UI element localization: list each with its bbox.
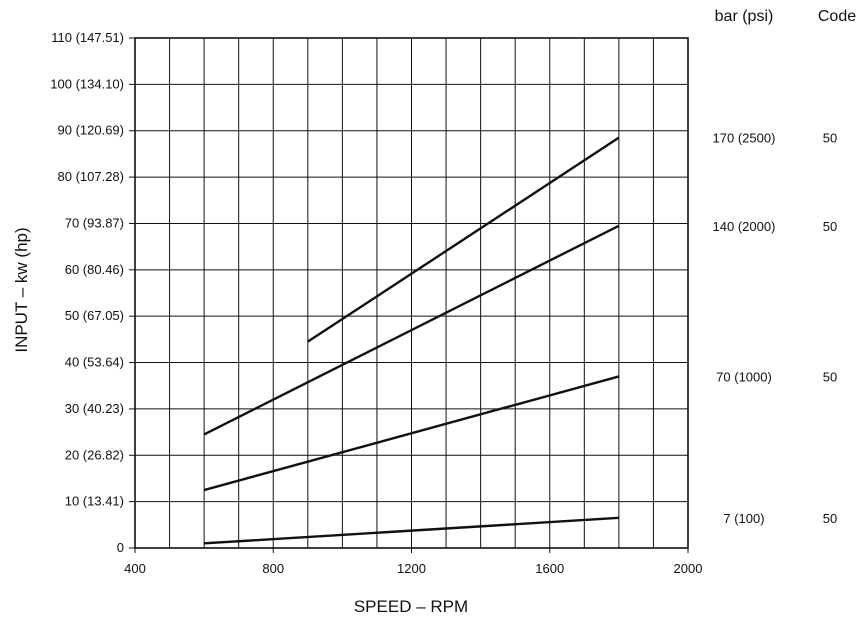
series-code-label: 50	[823, 131, 837, 146]
y-tick-label: 70 (93.87)	[65, 215, 124, 230]
series-code-label: 50	[823, 369, 837, 384]
y-tick-label: 50 (67.05)	[65, 308, 124, 323]
y-tick-label: 60 (80.46)	[65, 262, 124, 277]
y-tick-label: 110 (147.51)	[51, 30, 124, 45]
grid-lines	[135, 38, 688, 548]
y-tick-label: 10 (13.41)	[65, 494, 124, 509]
y-tick-label: 90 (120.69)	[58, 123, 125, 138]
series-line	[204, 516, 619, 545]
y-tick-label: 30 (40.23)	[65, 401, 124, 416]
y-tick-label: 0	[117, 540, 124, 555]
series-line	[203, 375, 620, 492]
x-tick-label: 1200	[397, 561, 426, 576]
y-tick-label: 20 (26.82)	[65, 447, 124, 462]
y-axis-title: INPUT – kw (hp)	[12, 227, 31, 352]
y-tick-labels: 0 10 (13.41) 20 (26.82) 30 (40.23) 40 (53.64…	[50, 30, 135, 555]
series-labels: 170 (2500) 50 140 (2000) 50 70 (1000) 50 7 (10…	[713, 131, 838, 526]
x-tick-labels: 400 800 1200 1600 2000	[124, 548, 702, 576]
y-tick-label: 100 (134.10)	[50, 76, 124, 91]
y-tick-label: 40 (53.64)	[65, 355, 124, 370]
series-code-label: 50	[823, 219, 837, 234]
series-pressure-label: 7 (100)	[723, 511, 764, 526]
x-axis-title: SPEED – RPM	[354, 597, 468, 616]
x-tick-label: 400	[124, 561, 146, 576]
code-column-header: Code	[818, 8, 856, 25]
series-pressure-label: 170 (2500)	[713, 131, 776, 146]
series-lines	[203, 136, 620, 545]
x-tick-label: 2000	[674, 561, 703, 576]
series-line	[203, 224, 620, 436]
pressure-column-header: bar (psi)	[715, 8, 774, 25]
series-pressure-label: 70 (1000)	[716, 369, 772, 384]
series-line	[307, 136, 620, 343]
series-code-label: 50	[823, 511, 837, 526]
x-tick-label: 800	[262, 561, 284, 576]
series-pressure-label: 140 (2000)	[713, 219, 776, 234]
x-tick-label: 1600	[535, 561, 564, 576]
y-tick-label: 80 (107.28)	[58, 169, 125, 184]
